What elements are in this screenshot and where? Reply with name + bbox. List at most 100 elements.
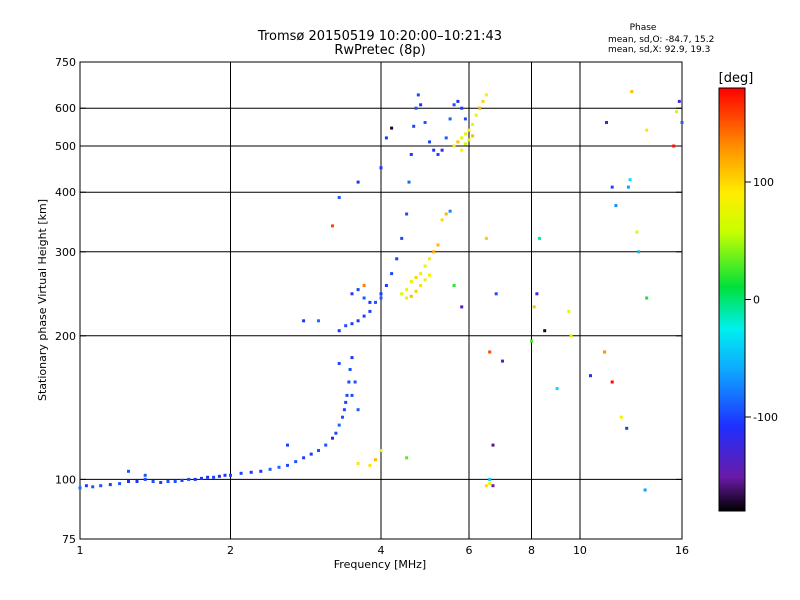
data-point	[436, 153, 440, 156]
data-point	[294, 460, 298, 464]
data-point	[460, 305, 464, 309]
colorbar-tick-label: -100	[753, 411, 778, 424]
data-point	[419, 284, 423, 287]
data-point	[384, 284, 388, 287]
data-point	[645, 296, 649, 300]
data-point	[390, 272, 394, 276]
data-point	[419, 103, 423, 107]
data-point	[249, 470, 253, 474]
data-point	[452, 144, 456, 148]
y-tick-label: 600	[55, 102, 76, 115]
data-point	[166, 480, 170, 483]
data-point	[625, 426, 629, 430]
data-point	[484, 93, 488, 97]
data-point	[432, 250, 436, 254]
data-point	[610, 185, 614, 189]
data-point	[356, 180, 360, 184]
y-tick-label: 75	[62, 533, 76, 546]
data-point	[448, 209, 452, 213]
data-point	[407, 180, 411, 184]
data-point	[643, 488, 647, 492]
data-point	[405, 212, 409, 216]
data-point	[460, 148, 464, 152]
data-point	[538, 236, 541, 240]
data-point	[428, 140, 431, 144]
data-point	[409, 153, 413, 156]
data-point	[302, 319, 306, 323]
data-point	[78, 486, 82, 490]
data-point	[463, 117, 467, 121]
data-point	[452, 103, 456, 107]
data-point	[151, 480, 155, 483]
data-point	[535, 292, 539, 296]
data-point	[605, 121, 608, 124]
data-point	[350, 292, 354, 296]
data-point	[481, 99, 485, 103]
data-point	[555, 387, 559, 391]
phase-info-title: Phase	[630, 23, 657, 33]
data-point	[405, 456, 409, 460]
data-point	[440, 218, 444, 222]
data-point	[379, 292, 383, 296]
data-point	[356, 462, 360, 465]
data-points	[78, 90, 684, 492]
x-tick-label: 6	[466, 544, 473, 557]
data-point	[395, 257, 399, 261]
data-point	[635, 230, 639, 234]
colorbar-tick-label: 0	[753, 294, 760, 307]
data-point	[277, 465, 281, 469]
data-point	[374, 458, 377, 462]
data-point	[645, 128, 649, 132]
data-point	[135, 480, 139, 483]
data-point	[400, 236, 404, 240]
data-point	[675, 110, 678, 114]
data-point	[379, 296, 383, 300]
data-point	[452, 284, 456, 287]
data-point	[456, 140, 460, 144]
data-point	[444, 136, 448, 140]
data-point	[344, 324, 348, 328]
data-point	[672, 144, 676, 148]
data-point	[143, 477, 147, 481]
data-point	[368, 300, 372, 304]
data-point	[337, 329, 341, 333]
y-axis-label: Stationary phase Virtual Height [km]	[36, 199, 49, 401]
data-point	[488, 477, 492, 481]
data-point	[362, 284, 366, 287]
data-point	[436, 243, 440, 247]
data-point	[212, 475, 216, 479]
data-point	[567, 309, 571, 313]
data-point	[428, 273, 431, 277]
data-point	[501, 359, 504, 363]
data-point	[362, 296, 366, 300]
data-point	[614, 204, 618, 208]
x-tick-label: 16	[675, 544, 689, 557]
data-point	[478, 106, 482, 110]
data-point	[347, 380, 351, 384]
y-tick-label: 100	[55, 473, 76, 486]
data-point	[344, 400, 348, 404]
data-point	[356, 288, 360, 292]
plot-area: 1 2 4 6 8 10 16 75 100 200 300 400 500 600 750	[55, 56, 689, 557]
phase-info-o: mean, sd,O: -84.7, 15.2	[608, 35, 714, 45]
data-point	[626, 185, 630, 189]
data-point	[474, 113, 478, 117]
data-point	[374, 300, 377, 304]
data-point	[206, 475, 210, 479]
data-point	[488, 482, 492, 486]
data-point	[416, 93, 420, 97]
y-tick-labels: 75 100 200 300 400 500 600 750	[55, 56, 682, 546]
data-point	[127, 469, 130, 473]
data-point	[309, 452, 313, 456]
x-tick-label: 1	[77, 544, 84, 557]
data-point	[180, 478, 184, 482]
data-point	[362, 314, 366, 318]
data-point	[368, 463, 372, 467]
data-point	[619, 415, 623, 419]
data-point	[543, 329, 547, 333]
data-point	[348, 368, 352, 371]
data-point	[341, 415, 344, 419]
data-point	[286, 463, 289, 467]
data-point	[337, 423, 341, 427]
chart-subtitle: RwPretec (8p)	[334, 43, 425, 58]
